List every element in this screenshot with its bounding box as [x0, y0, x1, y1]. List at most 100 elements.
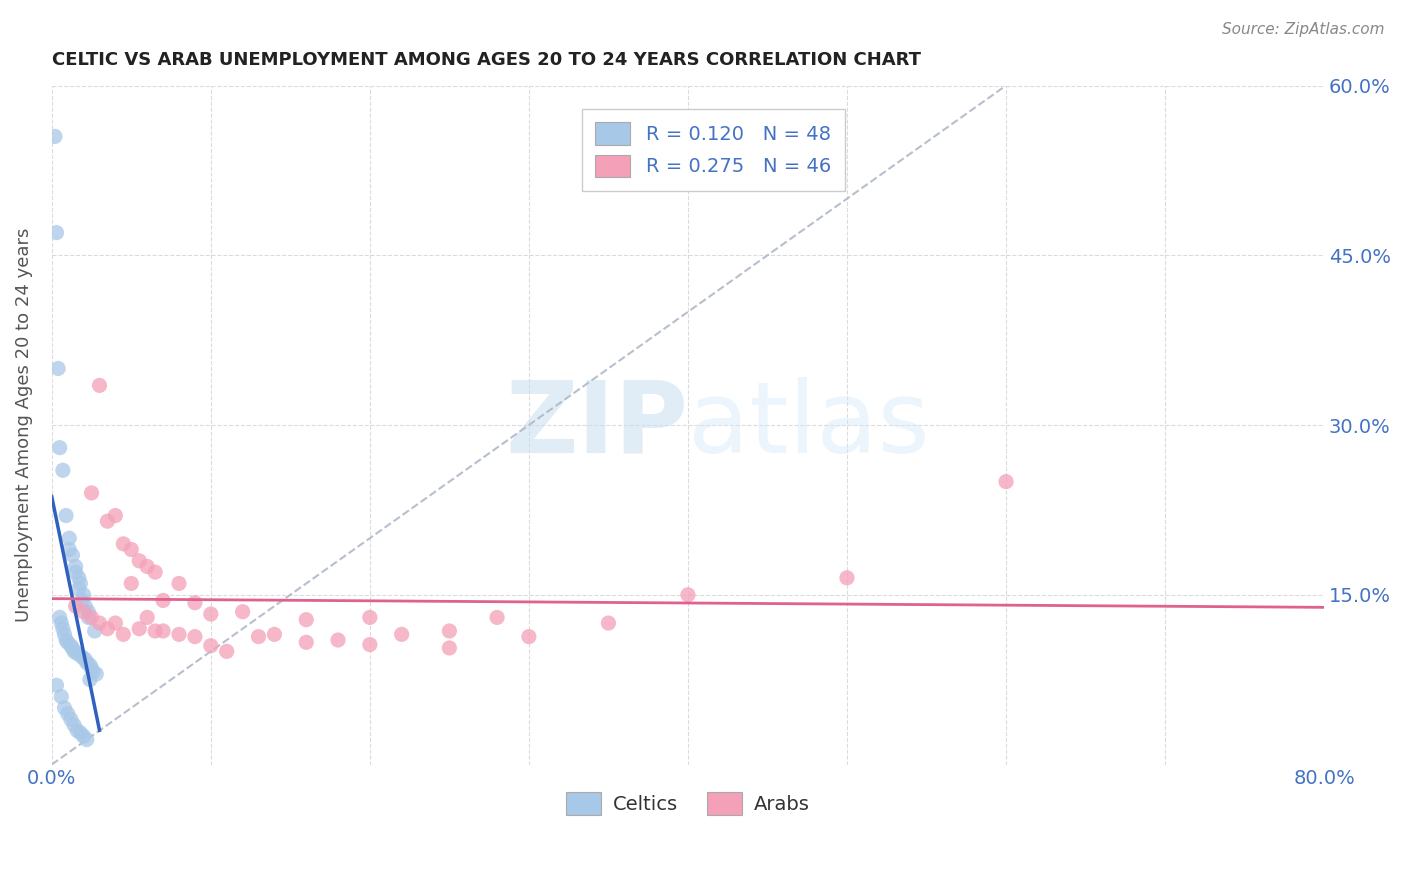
- Point: [55, 508, 77, 523]
- Point: [56, 706, 79, 721]
- Point: [63, 644, 86, 658]
- Point: [232, 605, 254, 619]
- Point: [48, 610, 70, 624]
- Point: [104, 508, 127, 523]
- Point: [72, 605, 94, 619]
- Point: [48, 441, 70, 455]
- Point: [46, 361, 69, 376]
- Point: [96, 622, 118, 636]
- Point: [69, 726, 91, 740]
- Point: [58, 531, 80, 545]
- Point: [676, 588, 699, 602]
- Point: [136, 559, 159, 574]
- Point: [486, 610, 509, 624]
- Point: [391, 627, 413, 641]
- Point: [295, 635, 318, 649]
- Point: [112, 537, 135, 551]
- Point: [80, 610, 103, 624]
- Text: Source: ZipAtlas.com: Source: ZipAtlas.com: [1222, 22, 1385, 37]
- Point: [80, 486, 103, 500]
- Point: [200, 639, 222, 653]
- Point: [247, 630, 270, 644]
- Point: [517, 630, 540, 644]
- Point: [80, 661, 103, 675]
- Point: [51, 615, 73, 630]
- Point: [53, 627, 76, 641]
- Point: [67, 571, 90, 585]
- Point: [63, 718, 86, 732]
- Point: [112, 627, 135, 641]
- Point: [76, 656, 98, 670]
- Point: [995, 475, 1018, 489]
- Point: [66, 647, 89, 661]
- Point: [56, 635, 79, 649]
- Point: [120, 542, 142, 557]
- Point: [72, 588, 94, 602]
- Point: [120, 576, 142, 591]
- Point: [65, 599, 87, 613]
- Point: [66, 723, 89, 738]
- Point: [263, 627, 285, 641]
- Point: [143, 624, 166, 638]
- Point: [359, 610, 381, 624]
- Point: [184, 596, 207, 610]
- Point: [53, 701, 76, 715]
- Text: atlas: atlas: [688, 376, 929, 474]
- Point: [79, 657, 101, 672]
- Point: [51, 690, 73, 704]
- Point: [45, 226, 67, 240]
- Point: [215, 644, 238, 658]
- Point: [439, 640, 461, 655]
- Point: [136, 610, 159, 624]
- Point: [75, 599, 97, 613]
- Point: [58, 542, 80, 557]
- Point: [598, 615, 620, 630]
- Point: [70, 650, 93, 665]
- Legend: Celtics, Arabs: Celtics, Arabs: [558, 785, 817, 822]
- Point: [128, 622, 150, 636]
- Point: [295, 613, 318, 627]
- Point: [326, 633, 349, 648]
- Point: [79, 673, 101, 687]
- Point: [167, 576, 190, 591]
- Point: [65, 565, 87, 579]
- Point: [152, 624, 174, 638]
- Point: [69, 576, 91, 591]
- Point: [104, 615, 127, 630]
- Point: [184, 630, 207, 644]
- Point: [200, 607, 222, 621]
- Text: CELTIC VS ARAB UNEMPLOYMENT AMONG AGES 20 TO 24 YEARS CORRELATION CHART: CELTIC VS ARAB UNEMPLOYMENT AMONG AGES 2…: [52, 51, 921, 69]
- Text: ZIP: ZIP: [505, 376, 688, 474]
- Point: [89, 378, 111, 392]
- Point: [55, 633, 77, 648]
- Point: [439, 624, 461, 638]
- Point: [83, 624, 105, 638]
- Y-axis label: Unemployment Among Ages 20 to 24 years: Unemployment Among Ages 20 to 24 years: [15, 227, 32, 623]
- Point: [76, 732, 98, 747]
- Point: [143, 565, 166, 579]
- Point: [359, 638, 381, 652]
- Point: [45, 678, 67, 692]
- Point: [77, 605, 100, 619]
- Point: [62, 548, 84, 562]
- Point: [70, 593, 93, 607]
- Point: [84, 667, 107, 681]
- Point: [167, 627, 190, 641]
- Point: [52, 463, 75, 477]
- Point: [835, 571, 858, 585]
- Point: [59, 639, 82, 653]
- Point: [52, 622, 75, 636]
- Point: [77, 610, 100, 624]
- Point: [62, 640, 84, 655]
- Point: [72, 729, 94, 743]
- Point: [59, 712, 82, 726]
- Point: [67, 582, 90, 596]
- Point: [82, 665, 104, 679]
- Point: [152, 593, 174, 607]
- Point: [44, 129, 66, 144]
- Point: [65, 559, 87, 574]
- Point: [128, 554, 150, 568]
- Point: [89, 615, 111, 630]
- Point: [96, 514, 118, 528]
- Point: [75, 652, 97, 666]
